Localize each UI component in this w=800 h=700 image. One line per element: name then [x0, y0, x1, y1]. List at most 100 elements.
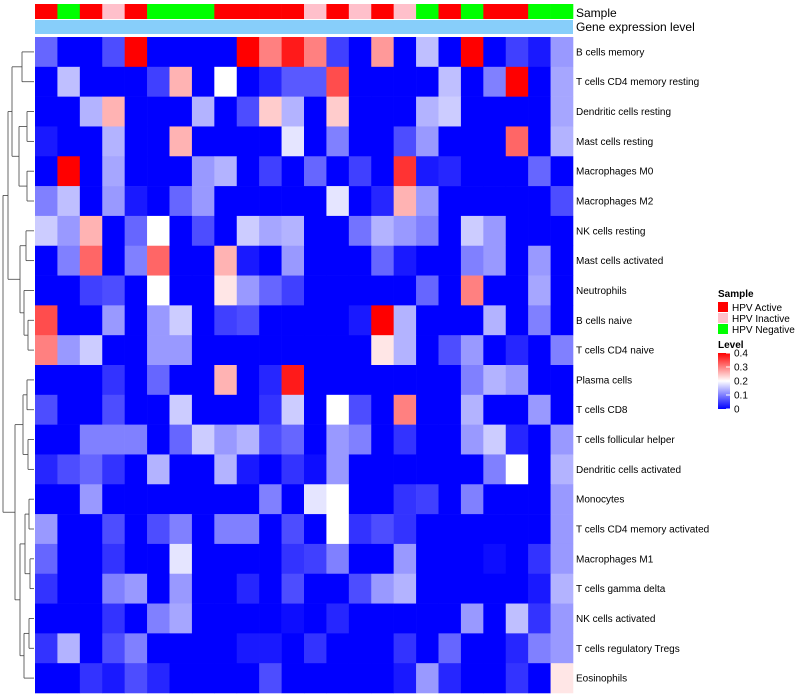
heatmap-cell	[416, 37, 439, 68]
heatmap-cell	[550, 126, 574, 157]
heatmap-cell	[191, 335, 215, 366]
heatmap-cell	[505, 305, 529, 336]
heatmap-cell	[393, 305, 417, 336]
heatmap-cell	[528, 275, 551, 306]
heatmap-cell	[35, 186, 58, 217]
heatmap-cell	[214, 543, 238, 575]
heatmap-cell	[102, 96, 125, 127]
heatmap-cell	[438, 245, 462, 276]
heatmap-cell	[35, 37, 58, 68]
heatmap-cell	[259, 96, 282, 127]
heatmap-cell	[460, 37, 484, 68]
heatmap-cells	[35, 37, 574, 694]
heatmap-cell	[528, 305, 551, 336]
heatmap-cell	[259, 215, 282, 247]
heatmap-cell	[483, 394, 507, 425]
heatmap-cell	[35, 514, 58, 545]
heatmap-cell	[483, 215, 507, 247]
heatmap-cell	[259, 394, 282, 425]
heatmap-cell	[483, 156, 507, 187]
heatmap-cell	[393, 66, 417, 97]
heatmap-cell	[214, 365, 238, 396]
heatmap-cell	[214, 96, 238, 127]
heatmap-cell	[57, 305, 81, 336]
heatmap-cell	[79, 215, 103, 247]
heatmap-cell	[416, 543, 439, 575]
heatmap-cell	[259, 603, 282, 634]
heatmap-cell	[79, 365, 103, 396]
heatmap-cell	[259, 126, 282, 157]
heatmap-cell	[528, 37, 551, 68]
heatmap-cell	[505, 96, 529, 127]
heatmap-cell	[102, 275, 125, 306]
sample-annotation-cell	[505, 4, 529, 19]
heatmap-cell	[147, 514, 170, 545]
heatmap-cell	[483, 484, 507, 515]
heatmap-cell	[57, 335, 81, 366]
heatmap-cell	[528, 66, 551, 97]
heatmap-cell	[505, 275, 529, 306]
heatmap-cell	[304, 37, 327, 68]
heatmap-cell	[57, 365, 81, 396]
heatmap-cell	[550, 275, 574, 306]
heatmap-cell	[169, 66, 193, 97]
heatmap-cell	[124, 215, 148, 247]
heatmap-cell	[304, 186, 327, 217]
heatmap-cell	[214, 126, 238, 157]
heatmap-cell	[191, 633, 215, 664]
heatmap-cell	[528, 215, 551, 247]
heatmap-cell	[169, 603, 193, 634]
heatmap-cell	[550, 156, 574, 187]
heatmap-cell	[348, 156, 372, 187]
heatmap-cell	[348, 245, 372, 276]
heatmap-cell	[169, 365, 193, 396]
heatmap-cell	[79, 96, 103, 127]
heatmap-cell	[438, 603, 462, 634]
heatmap-cell	[416, 573, 439, 604]
heatmap-cell	[191, 126, 215, 157]
heatmap-cell	[550, 573, 574, 604]
heatmap-cell	[35, 394, 58, 425]
heatmap-cell	[483, 633, 507, 664]
heatmap-cell	[550, 484, 574, 515]
expression-annotation-bar	[35, 20, 573, 34]
heatmap-cell	[191, 245, 215, 276]
heatmap-cell	[393, 37, 417, 68]
heatmap-cell	[371, 186, 394, 217]
heatmap-cell	[236, 603, 260, 634]
heatmap-cell	[57, 37, 81, 68]
heatmap-cell	[35, 126, 58, 157]
heatmap-cell	[304, 275, 327, 306]
heatmap-cell	[124, 186, 148, 217]
heatmap-cell	[35, 96, 58, 127]
heatmap-cell	[102, 126, 125, 157]
heatmap-cell	[326, 96, 350, 127]
heatmap-cell	[57, 96, 81, 127]
heatmap-cell	[438, 573, 462, 604]
heatmap-cell	[326, 603, 350, 634]
heatmap-cell	[505, 603, 529, 634]
heatmap-cell	[371, 335, 394, 366]
heatmap-cell	[236, 37, 260, 68]
heatmap-cell	[281, 454, 305, 485]
heatmap-cell	[416, 633, 439, 664]
heatmap-cell	[236, 543, 260, 575]
heatmap-cell	[79, 603, 103, 634]
heatmap-cell	[460, 663, 484, 694]
heatmap-cell	[236, 484, 260, 515]
heatmap-cell	[124, 484, 148, 515]
sample-annotation-cell	[416, 4, 439, 19]
heatmap-cell	[438, 394, 462, 425]
heatmap-cell	[326, 245, 350, 276]
heatmap-cell	[460, 573, 484, 604]
heatmap-cell	[102, 663, 125, 694]
heatmap-cell	[57, 484, 81, 515]
heatmap-cell	[236, 335, 260, 366]
heatmap-cell	[169, 543, 193, 575]
heatmap-cell	[304, 365, 327, 396]
heatmap-cell	[348, 126, 372, 157]
heatmap-cell	[35, 275, 58, 306]
heatmap-cell	[169, 156, 193, 187]
heatmap-cell	[102, 66, 125, 97]
